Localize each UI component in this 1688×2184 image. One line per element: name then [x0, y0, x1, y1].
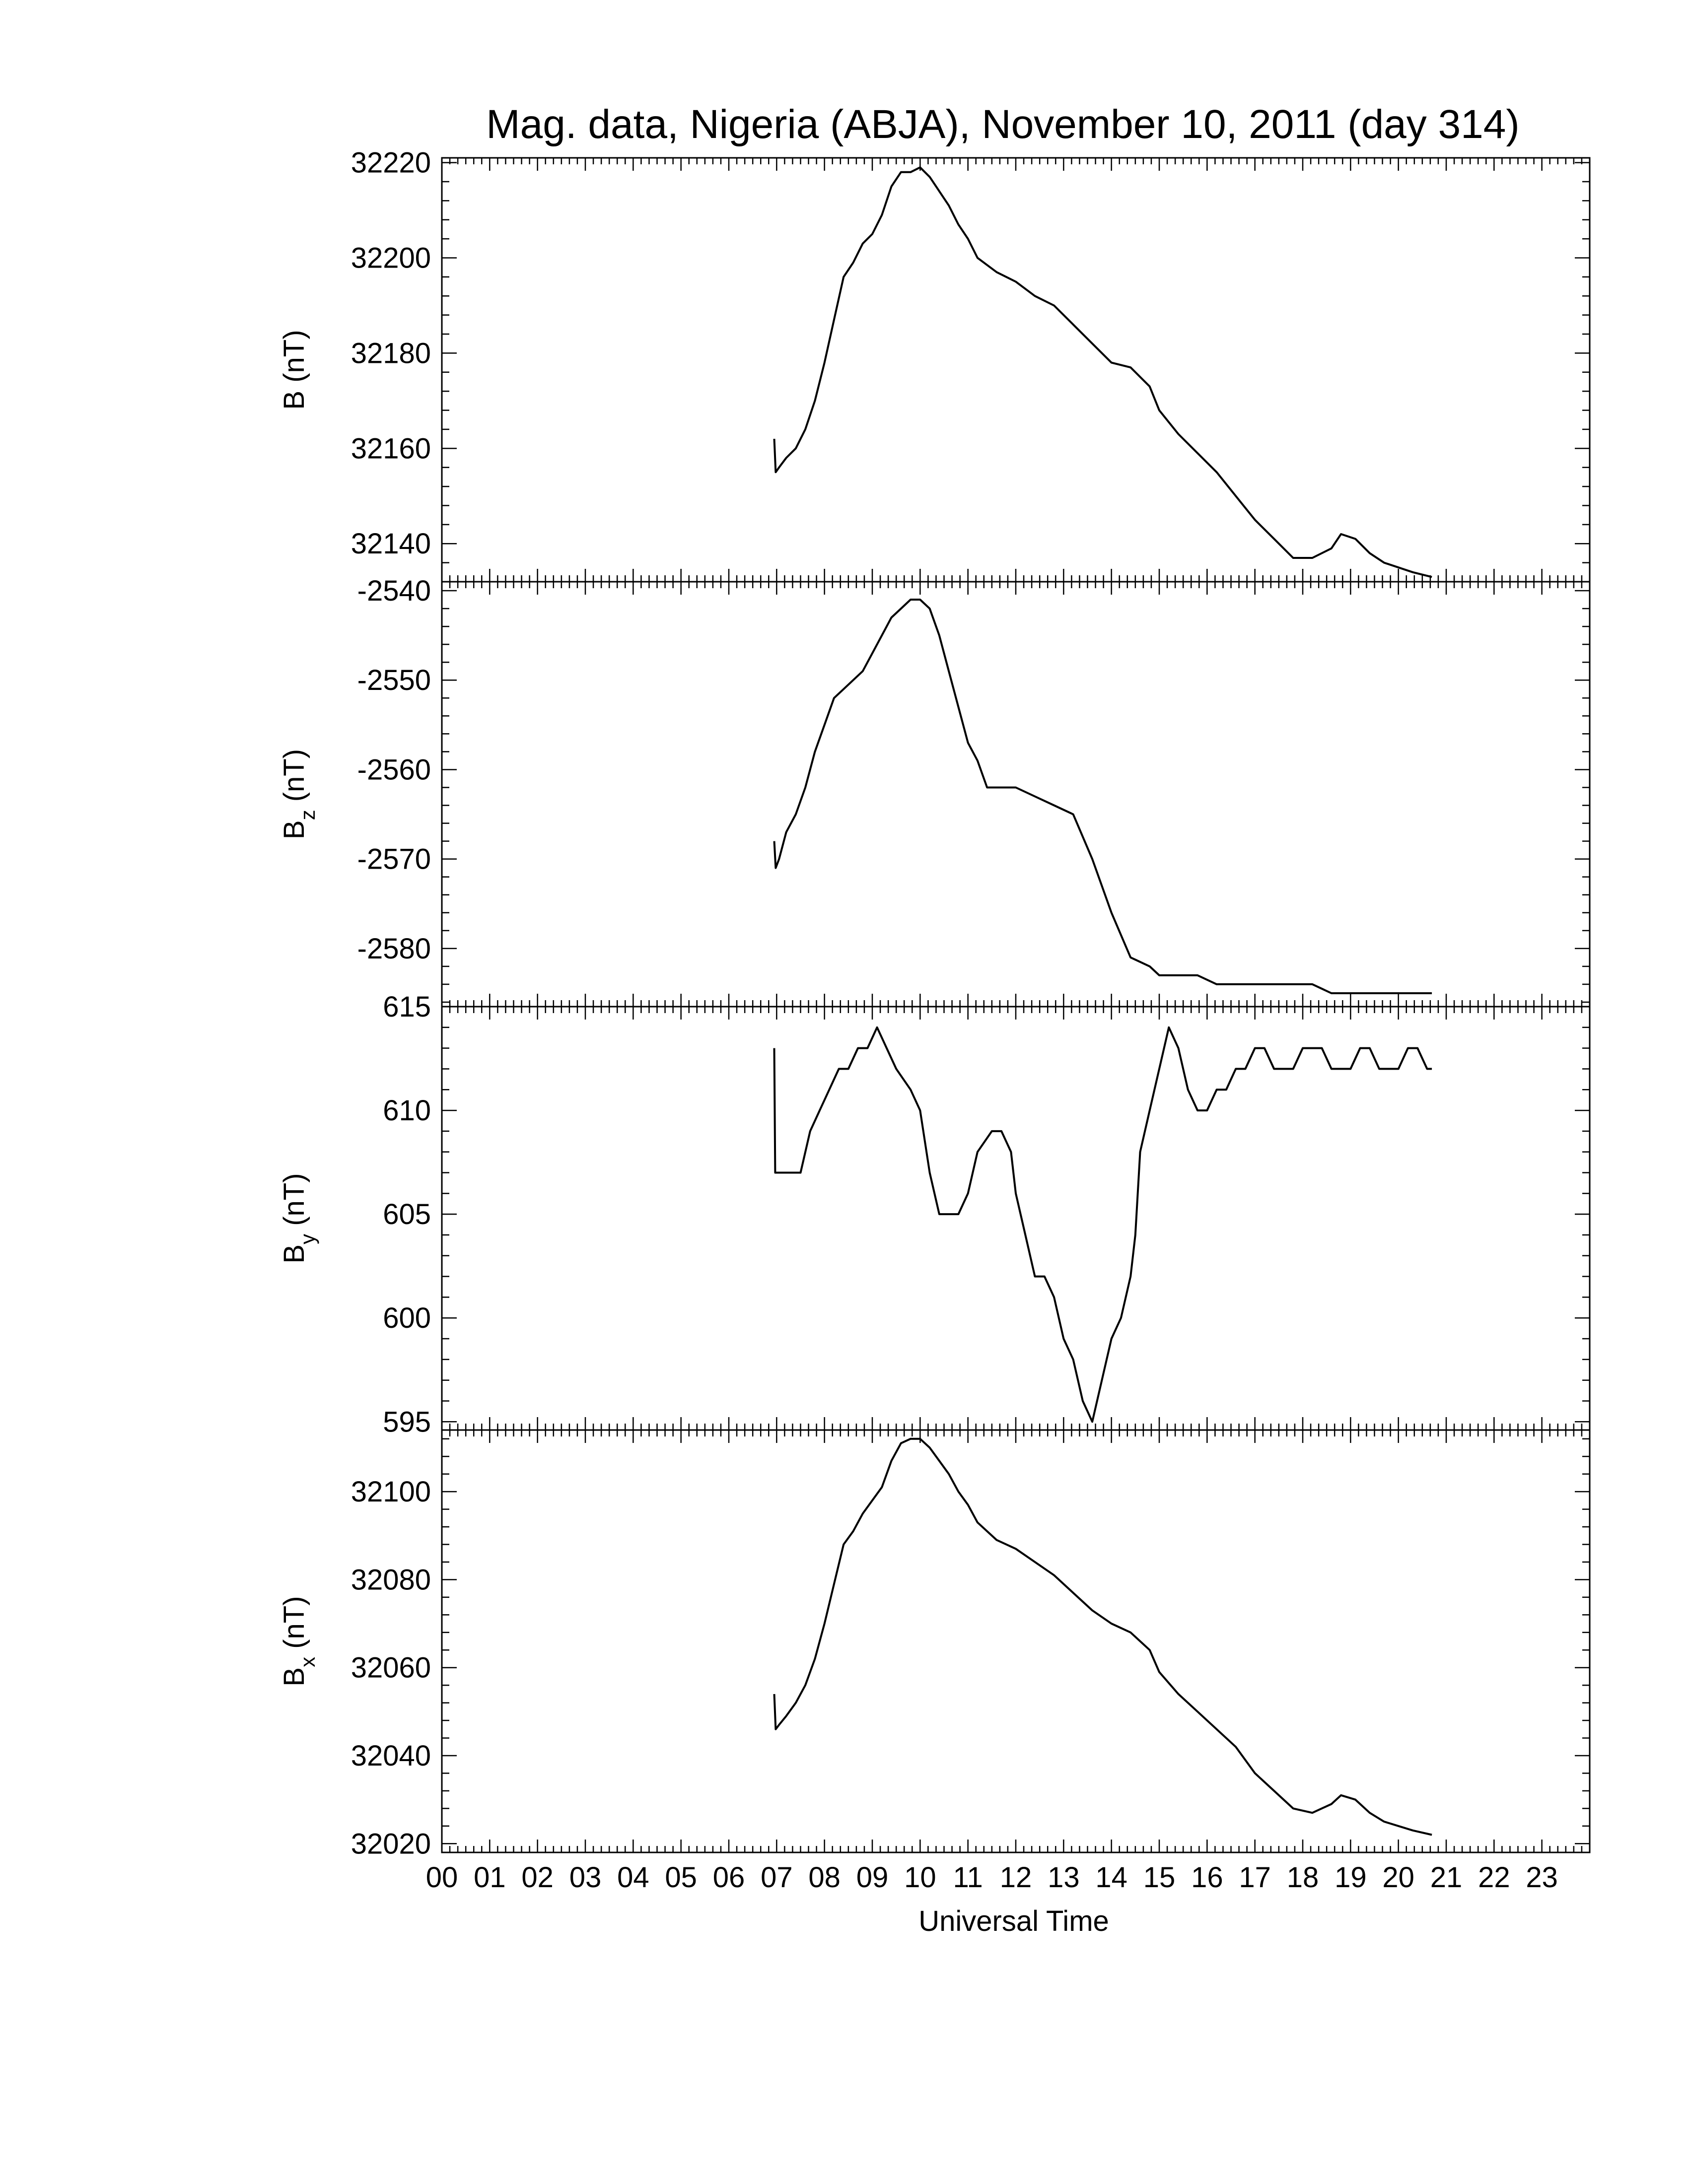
series-line-2 — [773, 1026, 1432, 1423]
panel-2: 615 610 605 600 595 By (nT) — [278, 991, 1591, 1438]
panel-frame — [441, 1006, 1591, 1431]
x-tick-label: 04 — [617, 1861, 649, 1894]
series-line-1 — [773, 599, 1432, 994]
panel-frame — [441, 581, 1591, 1008]
y-tick-label: -2540 — [357, 575, 431, 607]
y-tick-label: 32160 — [351, 432, 431, 465]
x-tick-label: 06 — [713, 1861, 745, 1894]
panel-3: 32100 32080 32060 32040 32020 Bx (nT) — [278, 1429, 1591, 1860]
y-tick-label: 32060 — [351, 1652, 431, 1684]
x-tick-label: 11 — [953, 1861, 983, 1894]
x-tick-label: 18 — [1287, 1861, 1319, 1894]
y-axis-label: B (nT) — [278, 330, 310, 410]
panel-1: -2540 -2550 -2560 -2570 -2580 Bz (nT) — [278, 575, 1591, 1008]
y-tick-label: -2560 — [357, 753, 431, 786]
y-tick-label: -2580 — [357, 933, 431, 965]
chart-title: Mag. data, Nigeria (ABJA), November 10, … — [486, 102, 1519, 147]
x-tick-label: 15 — [1143, 1861, 1176, 1894]
y-tick-label: 32100 — [351, 1476, 431, 1508]
y-tick-label: 595 — [383, 1406, 431, 1438]
x-tick-label: 10 — [904, 1861, 936, 1894]
x-tick-label: 21 — [1430, 1861, 1463, 1894]
y-axis-label: By (nT) — [278, 1173, 319, 1263]
panel-frame — [441, 157, 1591, 583]
x-tick-label: 22 — [1478, 1861, 1510, 1894]
y-tick-label: 600 — [383, 1302, 431, 1334]
x-tick-label: 12 — [1000, 1861, 1032, 1894]
y-tick-label: 32080 — [351, 1564, 431, 1596]
y-tick-label: 32040 — [351, 1740, 431, 1772]
y-tick-label: 32020 — [351, 1828, 431, 1860]
x-tick-label: 05 — [665, 1861, 697, 1894]
x-tick-label: 00 — [426, 1861, 458, 1894]
y-tick-label: 32200 — [351, 242, 431, 274]
y-tick-label: 610 — [383, 1094, 431, 1127]
y-axis-label: Bx (nT) — [278, 1596, 319, 1686]
panels-group: 32220 32200 32180 32160 32140 B (nT) -2540 -255… — [278, 147, 1591, 1860]
y-tick-label: 32220 — [351, 147, 431, 179]
x-tick-label: 01 — [474, 1861, 506, 1894]
x-tick-label: 14 — [1095, 1861, 1127, 1894]
y-tick-label: -2550 — [357, 664, 431, 696]
x-tick-label: 20 — [1382, 1861, 1414, 1894]
x-tick-label: 23 — [1526, 1861, 1558, 1894]
x-tick-label: 16 — [1191, 1861, 1223, 1894]
x-tick-label: 17 — [1239, 1861, 1271, 1894]
x-tick-label: 19 — [1335, 1861, 1367, 1894]
x-tick-label: 03 — [569, 1861, 602, 1894]
x-axis-label: Universal Time — [918, 1905, 1109, 1937]
y-tick-label: 605 — [383, 1198, 431, 1230]
x-tick-label: 07 — [761, 1861, 793, 1894]
panel-frame — [441, 1429, 1591, 1853]
x-tick-label: 09 — [856, 1861, 889, 1894]
y-tick-label: -2570 — [357, 843, 431, 876]
panel-0: 32220 32200 32180 32160 32140 B (nT) — [278, 147, 1591, 583]
y-tick-label: 615 — [383, 991, 431, 1023]
y-tick-label: 32140 — [351, 528, 431, 560]
x-tick-label: 02 — [521, 1861, 554, 1894]
series-line-0 — [773, 166, 1432, 578]
y-axis-label: Bz (nT) — [278, 749, 319, 839]
x-tick-label: 13 — [1048, 1861, 1080, 1894]
x-tick-label: 08 — [808, 1861, 841, 1894]
y-tick-label: 32180 — [351, 337, 431, 369]
series-line-3 — [773, 1437, 1432, 1836]
x-tick-labels: 00 01 02 03 04 05 06 07 08 09 10 11 12 13 14 15 16 17 18 19… — [426, 1861, 1558, 1894]
